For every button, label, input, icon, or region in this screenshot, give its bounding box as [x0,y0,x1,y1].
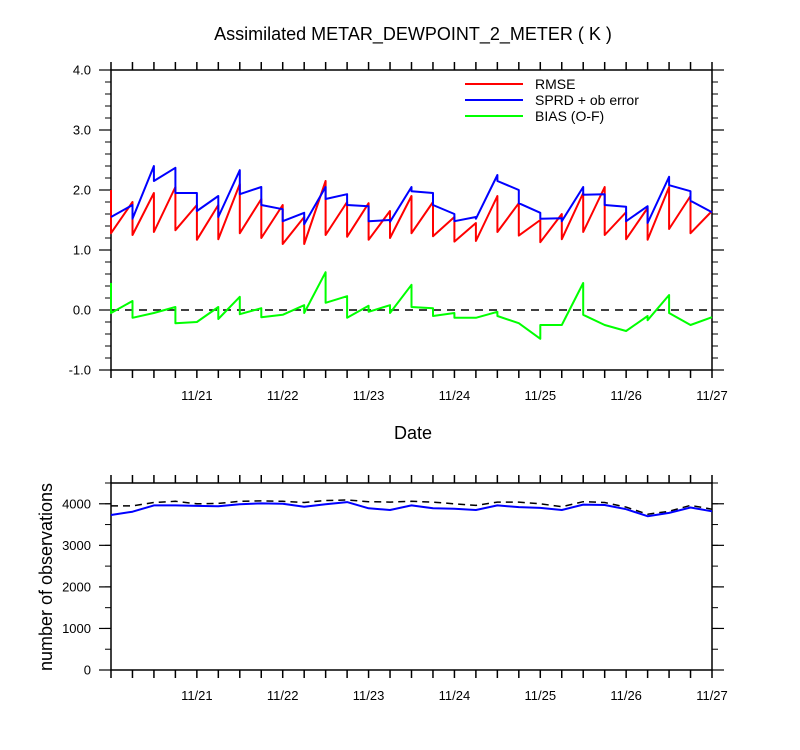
x-tick-label: 11/27 [696,388,728,403]
obs-count-solid-line [110,501,713,518]
legend-label: BIAS (O-F) [535,108,604,124]
y-tick-label: 3.0 [73,123,91,138]
y-tick-label: 1000 [62,621,91,636]
x-tick-label: 11/23 [353,688,385,703]
x-tick-label: 11/21 [181,388,213,403]
y-axis-label: number of observations [36,483,56,671]
chart-title: Assimilated METAR_DEWPOINT_2_METER ( K ) [214,24,612,45]
x-tick-label: 11/21 [181,688,213,703]
y-tick-label: 4000 [62,496,91,511]
top-chart-panel: Assimilated METAR_DEWPOINT_2_METER ( K )… [69,24,728,443]
x-tick-label: 11/26 [610,388,642,403]
x-tick-label: 11/22 [267,688,299,703]
x-tick-label: 11/23 [353,388,385,403]
x-tick-label: 11/22 [267,388,299,403]
y-tick-label: 3000 [62,538,91,553]
series-line-sprd-ob-error [110,165,713,226]
x-tick-label: 11/24 [439,688,471,703]
bottom-chart-panel: number of observations 11/21 11/22 11/23 11… [36,475,728,703]
x-tick-label: 11/26 [610,688,642,703]
x-tick-label: 11/27 [696,688,728,703]
plot-area-frame [110,482,713,671]
series-line-bias-o-f [110,271,713,340]
x-tick-label: 11/24 [439,388,471,403]
y-tick-label: 4.0 [73,63,91,78]
y-tick-label: -1.0 [69,363,91,378]
y-tick-label: 0.0 [73,303,91,318]
y-tick-label: 2.0 [73,183,91,198]
y-tick-label: 1.0 [73,243,91,258]
y-tick-label: 2000 [62,579,91,594]
legend-label: RMSE [535,76,575,92]
x-axis-label: Date [394,423,432,443]
x-tick-label: 11/25 [524,388,556,403]
series-line-rmse [110,180,713,245]
x-tick-label: 11/25 [524,688,556,703]
y-tick-label: 0 [84,663,91,678]
legend-label: SPRD + ob error [535,92,639,108]
obs-count-dashed-line [111,499,713,515]
